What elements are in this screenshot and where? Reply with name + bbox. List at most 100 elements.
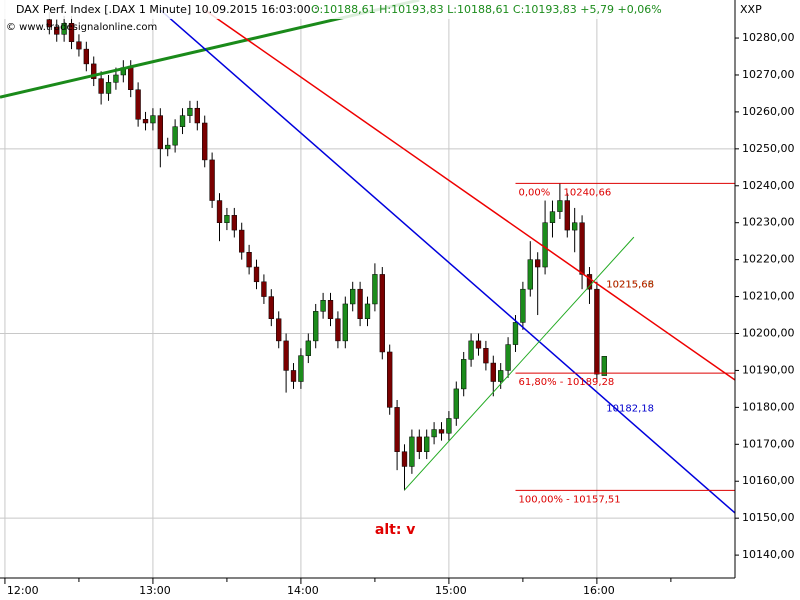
candle-body [461, 359, 467, 390]
candle-body [276, 318, 282, 342]
candle-body [453, 388, 459, 419]
candle-body [187, 107, 193, 116]
candle-body [438, 429, 445, 434]
y-tick-label: 10220,00 [742, 253, 795, 266]
candle-body [512, 322, 519, 345]
candle-body [335, 318, 341, 342]
candle-body [535, 259, 541, 268]
candle-body [572, 222, 578, 231]
fib-label: 100,00% - 10157,51 [518, 494, 620, 505]
chart-title: DAX Perf. Index [.DAX 1 Minute] 10.09.20… [16, 3, 318, 16]
candle-body [394, 407, 400, 452]
candle-body [379, 274, 385, 353]
candle-body [483, 348, 489, 364]
candle-body [239, 229, 245, 253]
trend-line [204, 9, 736, 381]
candle-body [342, 303, 348, 342]
candle-body [586, 274, 593, 290]
candle-body [76, 41, 82, 50]
candle-body [505, 344, 511, 371]
annotation: alt: v [375, 522, 416, 538]
candle-body [135, 89, 141, 120]
candle-body [209, 159, 215, 201]
candle-body [498, 370, 504, 382]
candle-body [357, 288, 363, 319]
fib-label: 10240,66 [563, 187, 611, 198]
candle-body [290, 370, 297, 382]
candle-body [246, 252, 252, 268]
candle-body [46, 19, 52, 28]
x-tick-label: 14:00 [287, 584, 319, 597]
source: © www.tradesignalonline.com [6, 22, 157, 33]
candle-body [150, 115, 156, 124]
candle-body [224, 215, 230, 223]
candle-body [91, 63, 97, 79]
trend-line [404, 236, 635, 491]
candle-body [387, 351, 393, 408]
candle-body [475, 340, 482, 349]
y-tick-label: 10230,00 [742, 216, 795, 229]
candle-body [313, 311, 319, 342]
candle-body [431, 429, 437, 438]
candle-body [350, 288, 356, 305]
candle-body [424, 436, 430, 452]
y-tick-label: 10160,00 [742, 474, 795, 487]
candle-body [231, 215, 237, 231]
y-tick-label: 10170,00 [742, 437, 795, 450]
candle-body [579, 222, 585, 275]
y-tick-label: 10190,00 [742, 363, 795, 376]
candle-body [68, 23, 75, 42]
candle-body [61, 23, 67, 35]
candle-body [194, 107, 200, 124]
candle-body [372, 274, 378, 305]
candle-body [327, 300, 334, 319]
candle-body [409, 436, 415, 467]
y-tick-label: 10250,00 [742, 142, 795, 155]
candle-body [216, 200, 223, 223]
candle-body [202, 122, 208, 161]
y-axis-label: XXP [740, 3, 762, 16]
trend-line [159, 9, 736, 514]
candle-body [446, 418, 452, 434]
candle-body [157, 115, 163, 150]
candle-body [601, 356, 607, 376]
x-tick-label: 16:00 [583, 584, 615, 597]
fib-label: 61,80% - 10189,28 [518, 377, 614, 388]
y-tick-label: 10210,00 [742, 290, 795, 303]
y-tick-label: 10240,00 [742, 179, 795, 192]
candle-body [253, 266, 260, 283]
candle-body [549, 211, 556, 223]
x-tick-label: 15:00 [435, 584, 467, 597]
candle-body [113, 74, 119, 83]
plot-area: 0,00% 10240,66 61,80% - 10189,28 100,00% - … [0, 0, 736, 578]
candle-body [416, 436, 422, 452]
candle-body [305, 340, 311, 356]
fib-level: 0,00% [518, 187, 550, 198]
price-label: 10182,18 [606, 403, 654, 414]
candle-body [564, 200, 570, 231]
candle-body [268, 296, 274, 319]
candle-body [261, 281, 267, 297]
y-tick-label: 10200,00 [742, 327, 795, 340]
candle-body [520, 288, 526, 323]
y-tick-label: 10260,00 [742, 105, 795, 118]
y-tick-label: 10270,00 [742, 68, 795, 81]
y-tick-label: 10280,00 [742, 31, 795, 44]
candle-body [105, 82, 112, 94]
candle-body [128, 67, 134, 90]
candle-body [320, 300, 326, 312]
candle-body [165, 144, 171, 150]
candle-body [490, 362, 496, 382]
candle-body [172, 126, 178, 146]
candle-body [179, 115, 186, 127]
quote: O:10188,61 H:10193,83 L:10188,61 C:10193… [311, 3, 662, 16]
candle-body [542, 222, 548, 268]
header-bg [0, 0, 700, 19]
x-tick-label: 13:00 [139, 584, 171, 597]
y-tick-label: 10180,00 [742, 400, 795, 413]
candle-body [98, 78, 104, 94]
candle-body [83, 48, 89, 65]
